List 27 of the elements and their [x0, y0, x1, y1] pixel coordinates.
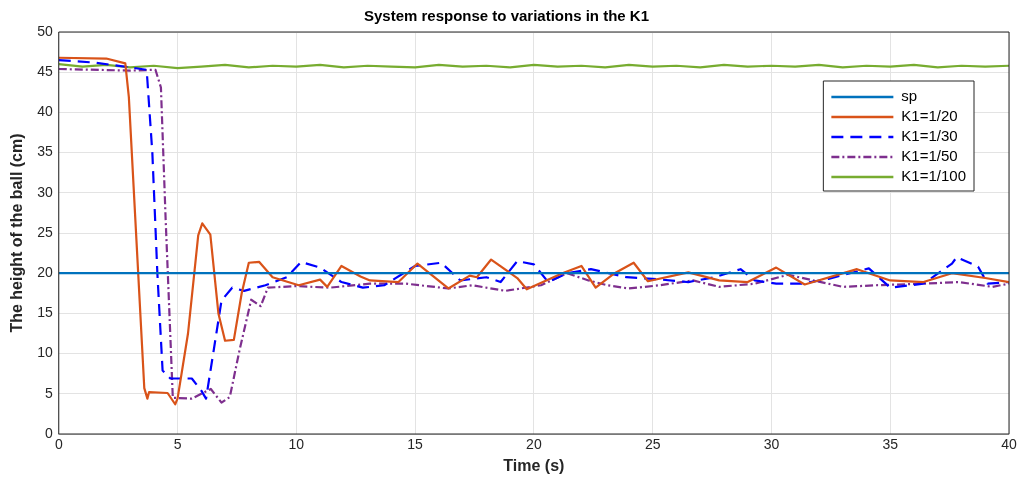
chart-title: System response to variations in the K1	[363, 7, 650, 25]
y-tick-label: 45	[37, 63, 53, 80]
x-tick-label: 20	[526, 436, 542, 453]
legend-label: sp	[901, 87, 918, 105]
y-tick-label: 20	[37, 264, 53, 281]
y-tick-label: 5	[44, 384, 53, 401]
x-tick-label: 10	[288, 436, 305, 453]
x-tick-label: 40	[1001, 436, 1017, 453]
y-tick-label: 30	[37, 183, 53, 200]
y-axis-title: The height of the ball (cm)	[8, 133, 26, 333]
x-tick-label: 35	[882, 436, 899, 453]
legend-label: K1=1/20	[901, 107, 958, 125]
y-tick-label: 15	[37, 304, 53, 321]
x-axis-title: Time (s)	[503, 456, 565, 474]
y-tick-label: 40	[37, 103, 53, 120]
legend-label: K1=1/100	[901, 167, 967, 185]
x-tick-label: 25	[644, 436, 661, 453]
y-tick-label: 50	[37, 22, 53, 39]
x-tick-label: 5	[173, 436, 182, 453]
y-tick-label: 0	[44, 424, 53, 441]
y-tick-label: 10	[37, 344, 53, 361]
y-tick-label: 35	[37, 143, 53, 160]
x-tick-label: 30	[763, 436, 780, 453]
legend-label: K1=1/50	[901, 147, 958, 165]
x-tick-label: 15	[407, 436, 424, 453]
legend-label: K1=1/30	[901, 127, 958, 145]
y-tick-label: 25	[37, 223, 53, 240]
